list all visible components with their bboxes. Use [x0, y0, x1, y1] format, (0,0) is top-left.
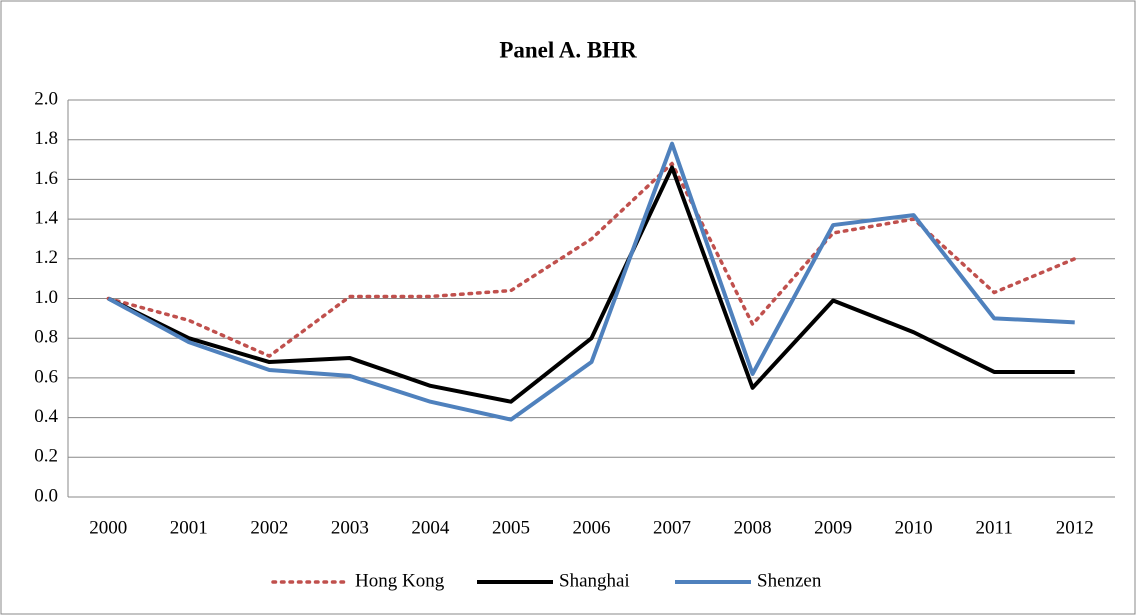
x-tick-label: 2009: [814, 517, 852, 538]
x-tick-label: 2012: [1056, 517, 1094, 538]
legend-label: Hong Kong: [355, 570, 445, 591]
x-tick-label: 2011: [976, 517, 1013, 538]
x-tick-label: 2006: [573, 517, 611, 538]
y-tick-label: 1.0: [34, 287, 58, 308]
x-tick-label: 2001: [170, 517, 208, 538]
y-tick-label: 0.4: [34, 406, 58, 427]
series-line: [107, 141, 1075, 422]
y-tick-label: 0.2: [34, 446, 58, 467]
chart-title: Panel A. BHR: [499, 37, 637, 62]
y-tick-label: 1.4: [34, 207, 58, 228]
y-tick-label: 0.0: [34, 485, 58, 506]
legend-label: Shenzen: [757, 570, 822, 591]
legend-label: Shanghai: [559, 570, 630, 591]
x-tick-label: 2007: [653, 517, 691, 538]
y-tick-label: 0.8: [34, 327, 58, 348]
y-tick-label: 0.6: [34, 366, 58, 387]
y-tick-label: 2.0: [34, 88, 58, 109]
y-tick-label: 1.6: [34, 168, 58, 189]
series-line: [106, 161, 1077, 358]
x-tick-label: 2005: [492, 517, 530, 538]
y-tick-label: 1.2: [34, 247, 58, 268]
x-tick-label: 2010: [895, 517, 933, 538]
x-tick-label: 2000: [89, 517, 127, 538]
y-tick-label: 1.8: [34, 128, 58, 149]
x-tick-label: 2008: [734, 517, 772, 538]
x-tick-label: 2004: [411, 517, 450, 538]
series-line: [107, 165, 1075, 404]
x-tick-label: 2003: [331, 517, 369, 538]
x-tick-label: 2002: [250, 517, 288, 538]
